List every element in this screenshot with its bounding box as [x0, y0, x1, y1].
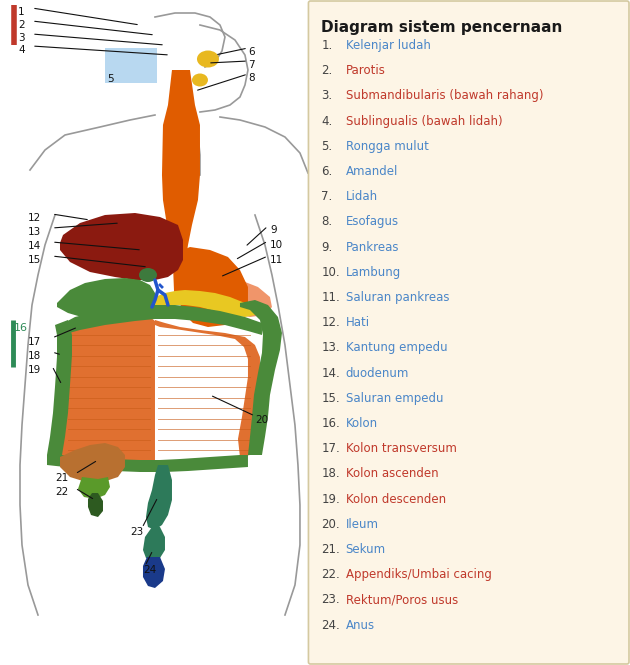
- Text: 11.: 11.: [321, 291, 340, 304]
- Text: Submandibularis (bawah rahang): Submandibularis (bawah rahang): [345, 89, 543, 102]
- Text: Kolon descenden: Kolon descenden: [345, 493, 445, 505]
- Text: duodenum: duodenum: [345, 366, 409, 380]
- Text: 19: 19: [28, 365, 41, 375]
- Polygon shape: [138, 290, 255, 317]
- Text: 4.: 4.: [321, 114, 333, 128]
- Text: 1.: 1.: [321, 39, 333, 52]
- Text: Sekum: Sekum: [345, 543, 386, 556]
- Ellipse shape: [178, 92, 192, 102]
- Polygon shape: [240, 300, 282, 455]
- Text: 16: 16: [14, 323, 28, 333]
- Polygon shape: [177, 247, 248, 327]
- Text: 24: 24: [143, 565, 156, 575]
- FancyBboxPatch shape: [105, 48, 157, 83]
- Polygon shape: [143, 557, 165, 588]
- Text: 17: 17: [28, 337, 41, 347]
- Text: Rongga mulut: Rongga mulut: [345, 140, 428, 153]
- Text: Kantung empedu: Kantung empedu: [345, 341, 447, 354]
- Polygon shape: [47, 320, 72, 455]
- Text: Kolon transversum: Kolon transversum: [345, 442, 456, 456]
- Text: 11: 11: [270, 255, 284, 265]
- Text: 15: 15: [28, 255, 41, 265]
- Text: 10.: 10.: [321, 266, 340, 279]
- Polygon shape: [57, 278, 155, 319]
- Text: 14.: 14.: [321, 366, 340, 380]
- Text: Esofagus: Esofagus: [345, 215, 399, 228]
- Polygon shape: [183, 273, 272, 317]
- Polygon shape: [60, 213, 183, 280]
- Text: 23.: 23.: [321, 593, 340, 606]
- Text: 13: 13: [28, 227, 41, 237]
- Text: 8.: 8.: [321, 215, 333, 228]
- Text: 5.: 5.: [321, 140, 333, 153]
- Text: 6: 6: [248, 47, 255, 57]
- Text: Diagram sistem pencernaan: Diagram sistem pencernaan: [321, 20, 563, 35]
- Text: 3.: 3.: [321, 89, 333, 102]
- Text: 17.: 17.: [321, 442, 340, 456]
- Text: Hati: Hati: [345, 316, 370, 329]
- Text: 23: 23: [130, 527, 143, 537]
- FancyBboxPatch shape: [309, 1, 629, 664]
- Text: 9: 9: [270, 225, 277, 235]
- Text: 22: 22: [55, 487, 68, 497]
- Text: 16.: 16.: [321, 417, 340, 430]
- Polygon shape: [60, 305, 262, 335]
- Ellipse shape: [192, 74, 208, 86]
- Text: 13.: 13.: [321, 341, 340, 354]
- Text: 21: 21: [55, 473, 68, 483]
- Text: 6.: 6.: [321, 165, 333, 178]
- Polygon shape: [162, 70, 200, 305]
- Text: 2: 2: [18, 20, 25, 30]
- Text: 3: 3: [18, 33, 25, 43]
- Polygon shape: [146, 465, 172, 530]
- Text: Ileum: Ileum: [345, 518, 379, 531]
- Text: 15.: 15.: [321, 392, 340, 405]
- Text: 2.: 2.: [321, 65, 333, 77]
- Text: 10: 10: [270, 240, 283, 250]
- Text: Kolon: Kolon: [345, 417, 377, 430]
- Text: 12: 12: [28, 213, 41, 223]
- Text: 7: 7: [248, 60, 255, 70]
- Polygon shape: [47, 455, 248, 472]
- Ellipse shape: [139, 268, 157, 282]
- Text: 18: 18: [28, 351, 41, 361]
- Text: Parotis: Parotis: [345, 65, 386, 77]
- Text: 20: 20: [255, 415, 268, 425]
- Text: Anus: Anus: [345, 618, 375, 632]
- Text: Kolon ascenden: Kolon ascenden: [345, 467, 438, 480]
- Text: 14: 14: [28, 241, 41, 251]
- Text: 18.: 18.: [321, 467, 340, 480]
- Polygon shape: [155, 320, 260, 457]
- Ellipse shape: [197, 51, 219, 68]
- Text: 22.: 22.: [321, 568, 340, 581]
- Polygon shape: [78, 477, 110, 499]
- Text: 24.: 24.: [321, 618, 340, 632]
- Text: 1: 1: [18, 7, 25, 17]
- Text: 4: 4: [18, 45, 25, 55]
- Text: Rektum/Poros usus: Rektum/Poros usus: [345, 593, 458, 606]
- Polygon shape: [88, 493, 103, 517]
- Text: Pankreas: Pankreas: [345, 241, 399, 253]
- Text: 8: 8: [248, 73, 255, 83]
- Text: Amandel: Amandel: [345, 165, 398, 178]
- Text: Sublingualis (bawah lidah): Sublingualis (bawah lidah): [345, 114, 502, 128]
- Text: Saluran empedu: Saluran empedu: [345, 392, 443, 405]
- Text: 9.: 9.: [321, 241, 333, 253]
- Text: Saluran pankreas: Saluran pankreas: [345, 291, 449, 304]
- Polygon shape: [58, 317, 155, 465]
- Text: 5: 5: [107, 74, 113, 84]
- Polygon shape: [143, 527, 165, 561]
- Text: Kelenjar ludah: Kelenjar ludah: [345, 39, 430, 52]
- Text: 7.: 7.: [321, 190, 333, 203]
- Text: 20.: 20.: [321, 518, 340, 531]
- Text: 19.: 19.: [321, 493, 340, 505]
- Polygon shape: [60, 443, 125, 482]
- Text: 21.: 21.: [321, 543, 340, 556]
- Text: 12.: 12.: [321, 316, 340, 329]
- Text: Lambung: Lambung: [345, 266, 401, 279]
- Text: Appendiks/Umbai cacing: Appendiks/Umbai cacing: [345, 568, 491, 581]
- Text: Lidah: Lidah: [345, 190, 377, 203]
